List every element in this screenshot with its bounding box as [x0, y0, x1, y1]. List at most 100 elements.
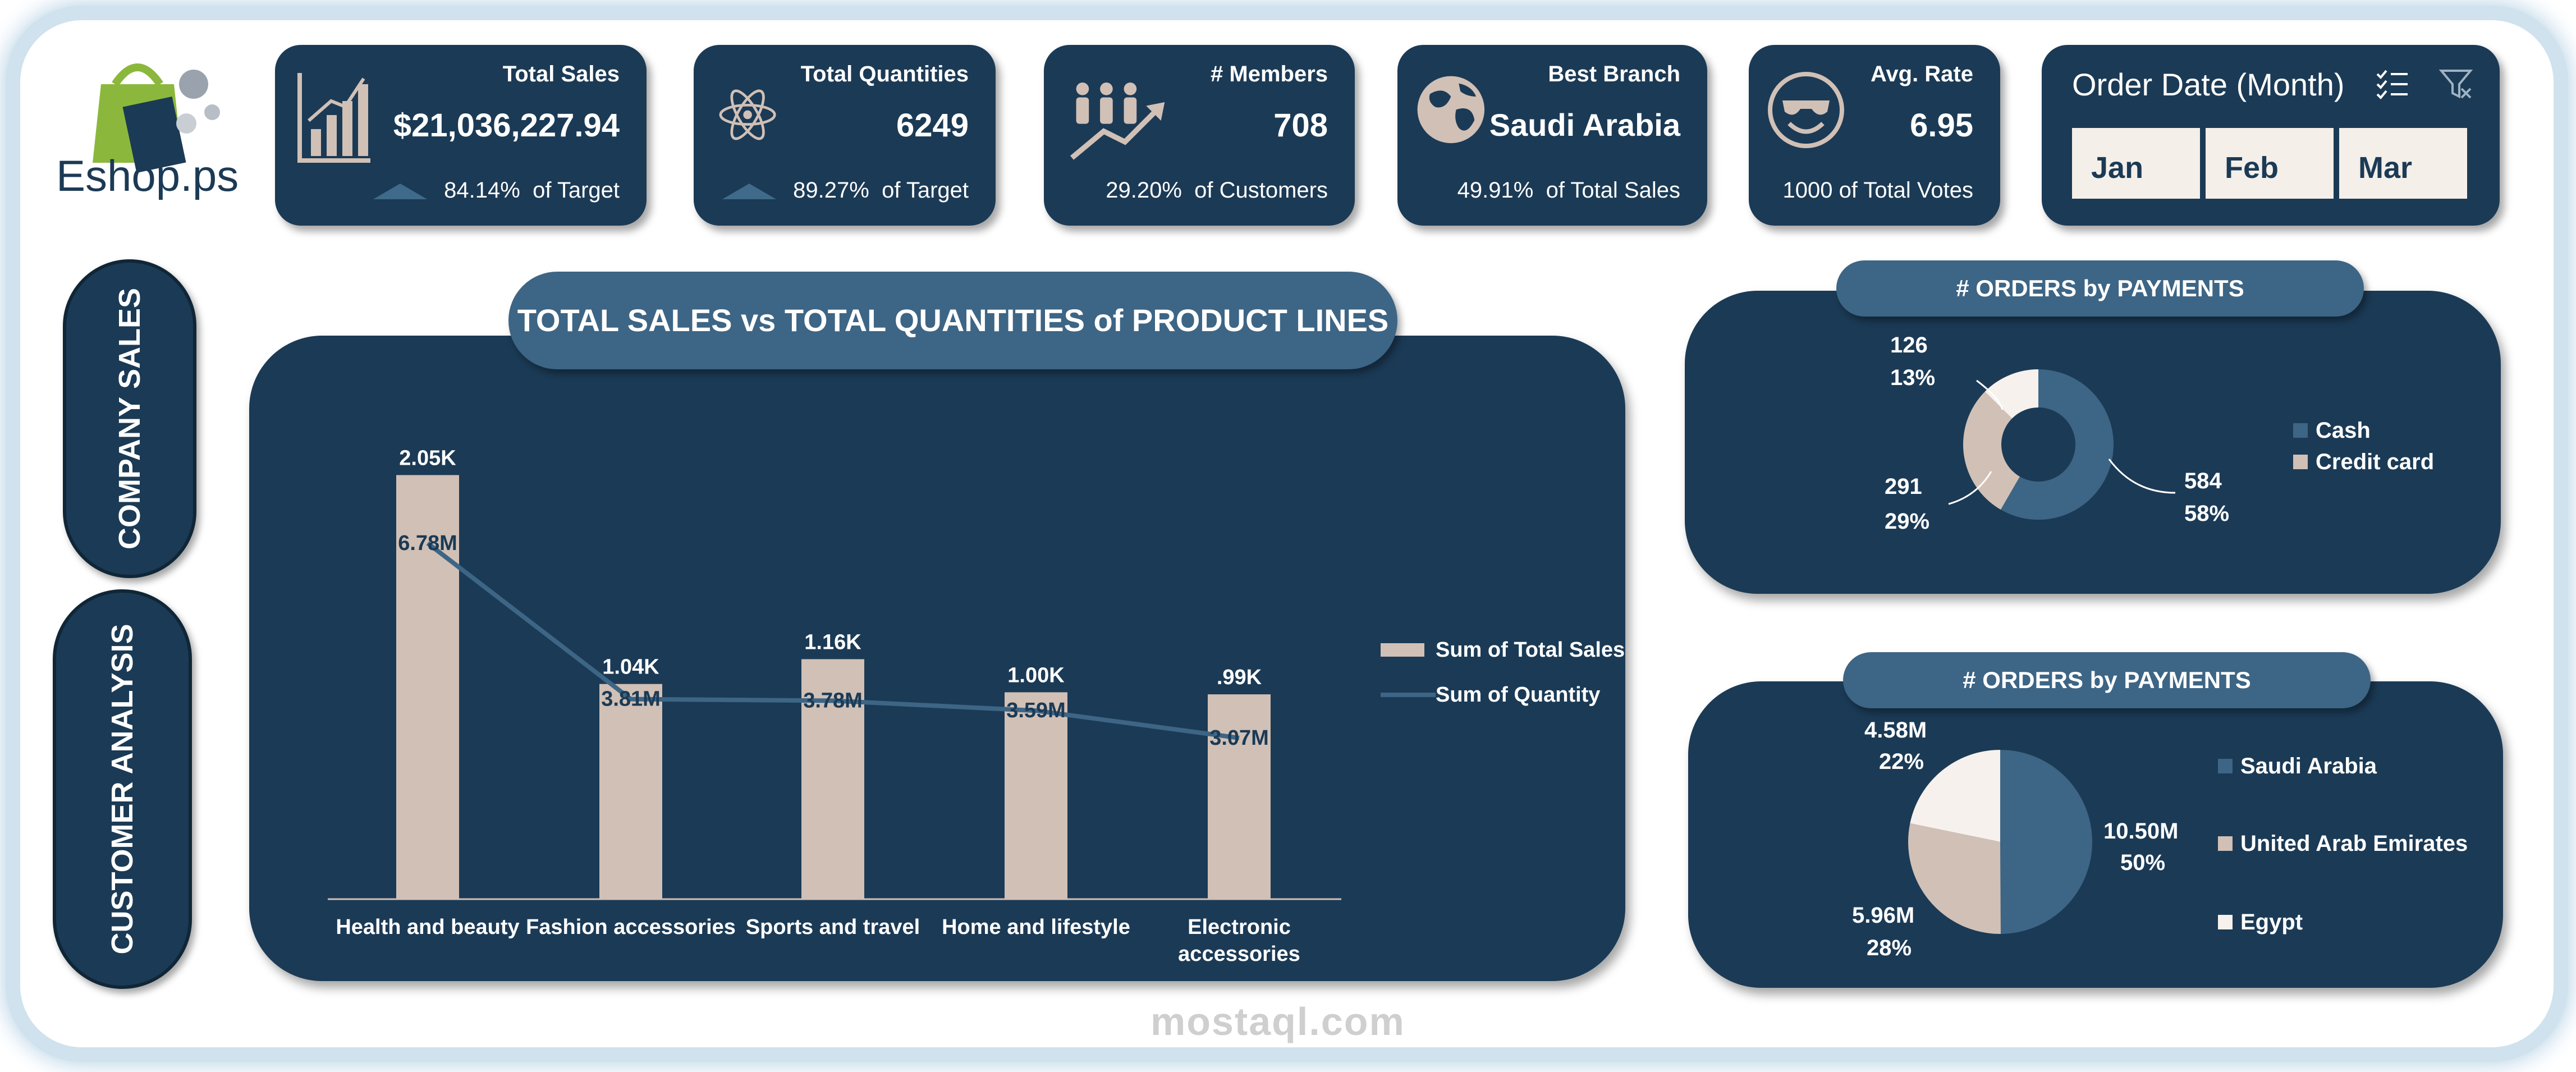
bar-total-sales — [599, 684, 662, 899]
globe-icon — [1417, 76, 1485, 144]
up-triangle-icon — [722, 184, 777, 200]
x-tick-label: Home and lifestyle — [942, 915, 1130, 939]
bar-value-label: .99K — [1217, 666, 1262, 689]
multi-select-icon[interactable] — [2375, 68, 2409, 100]
legend-label-credit-card: Credit card — [2316, 450, 2434, 474]
tab-label: COMPANY SALES — [113, 287, 146, 550]
bar-value-label: 2.05K — [399, 446, 456, 470]
order-date-slicer: Order Date (Month) Jan Feb Mar — [2042, 45, 2500, 226]
legend-label-sales: Sum of Total Sales — [1436, 638, 1625, 662]
kpi-title: # Members — [1211, 62, 1328, 86]
legend-swatch-sales — [1381, 643, 1424, 657]
series-line-quantity — [426, 541, 1240, 740]
pie-slice — [1908, 823, 2001, 934]
sunglasses-smiley-icon — [1768, 72, 1844, 148]
month-mar-button[interactable]: Mar — [2339, 128, 2467, 199]
kpi-sub: 49.91% of Total Sales — [1457, 178, 1680, 203]
legend-swatch-saudi-arabia — [2218, 759, 2233, 773]
up-triangle-icon — [373, 184, 428, 200]
branch-orders-panel — [1688, 681, 2503, 988]
leader-line — [2108, 459, 2176, 494]
eshop-logo-icon — [93, 63, 220, 173]
branch-pie-chart: 10.50M 50% 5.96M 28% 4.58M 22% Saudi Ara… — [1852, 718, 2468, 960]
kpi-sub: 89.27% of Target — [722, 178, 969, 203]
tab-customer-analysis[interactable]: CUSTOMER ANALYSIS — [53, 589, 192, 989]
line-value-label: 6.78M — [398, 532, 457, 555]
month-feb-button[interactable]: Feb — [2206, 128, 2334, 199]
x-tick-label: Health and beauty — [336, 915, 519, 939]
kpi-value: 708 — [1273, 107, 1328, 144]
x-tick-label: Sports and travel — [746, 915, 920, 939]
data-label: 29% — [1885, 509, 1929, 534]
data-label: 58% — [2184, 501, 2229, 526]
kpi-avg-rate: Avg. Rate 6.95 1000 of Total Votes — [1749, 45, 2000, 226]
product-lines-chart: 2.05K 6.78M Health and beauty 1.04K 3.81M Fas… — [328, 446, 1625, 966]
x-tick-label: Electronic — [1188, 915, 1291, 939]
data-label: 126 — [1890, 333, 1928, 358]
kpi-members: # Members 708 29.20% of Customers — [1044, 45, 1355, 226]
data-label: 50% — [2120, 850, 2165, 875]
donut-slice — [1963, 391, 2020, 510]
data-label: 13% — [1890, 365, 1935, 390]
data-label: 291 — [1885, 474, 1922, 499]
main-legend: Sum of Total Sales Sum of Quantity — [1381, 638, 1625, 707]
data-label: 5.96M — [1852, 903, 1914, 928]
data-label: 584 — [2184, 469, 2222, 493]
pie-slice — [2000, 750, 2092, 934]
kpi-total-quantities: Total Quantities 6249 89.27% of Target — [694, 45, 996, 226]
kpi-value: 6249 — [896, 107, 969, 144]
kpi-title: Best Branch — [1548, 62, 1680, 86]
kpi-value: Saudi Arabia — [1489, 107, 1680, 143]
kpi-value: 6.95 — [1910, 107, 1973, 144]
kpi-total-sales: Total Sales $21,036,227.94 84.14% of Tar… — [275, 45, 647, 226]
data-label: 28% — [1867, 936, 1912, 960]
donut-slice — [1984, 369, 2038, 419]
data-label: 22% — [1879, 749, 1924, 774]
bar-total-sales — [1208, 694, 1271, 899]
kpi-title: Avg. Rate — [1870, 62, 1973, 86]
legend-label-uae: United Arab Emirates — [2240, 831, 2468, 856]
kpi-value: $21,036,227.94 — [393, 107, 620, 144]
bar-value-label: 1.00K — [1007, 663, 1065, 687]
brand-name: Eshop.ps — [56, 151, 239, 200]
tab-label: CUSTOMER ANALYSIS — [106, 624, 139, 955]
legend-swatch-egypt — [2218, 915, 2233, 929]
atom-icon — [719, 89, 776, 140]
bar-chart-growth-icon — [297, 73, 370, 163]
line-value-label: 3.78M — [803, 689, 863, 712]
legend-swatch-credit-card — [2293, 455, 2308, 469]
line-value-label: 3.59M — [1006, 699, 1066, 722]
legend-label-egypt: Egypt — [2240, 910, 2303, 934]
slicer-title: Order Date (Month) — [2072, 67, 2345, 102]
data-label: 10.50M — [2103, 819, 2178, 844]
legend-label-cash: Cash — [2316, 418, 2371, 443]
legend-swatch-cash — [2293, 423, 2308, 438]
people-growth-icon — [1070, 83, 1165, 160]
bar-value-label: 1.16K — [804, 630, 861, 654]
pie-slice — [1910, 750, 2000, 842]
clear-filter-icon[interactable] — [2439, 68, 2473, 100]
legend-swatch-uae — [2218, 836, 2233, 851]
slicer-icons — [2375, 68, 2473, 103]
x-tick-label: accessories — [1178, 942, 1300, 966]
kpi-best-branch: Best Branch Saudi Arabia 49.91% of Total… — [1397, 45, 1707, 226]
kpi-title: Total Quantities — [800, 62, 969, 86]
month-jan-button[interactable]: Jan — [2072, 128, 2200, 199]
legend-swatch-quantity — [1381, 693, 1436, 697]
bar-value-label: 1.04K — [602, 656, 659, 679]
legend-label-quantity: Sum of Quantity — [1436, 683, 1600, 707]
line-value-label: 3.07M — [1209, 726, 1269, 750]
branch-chart-title: # ORDERS by PAYMENTS — [1843, 652, 2371, 708]
watermark-text: mostaql.com — [1151, 1000, 1405, 1043]
leader-line — [1976, 379, 2004, 410]
leader-line — [1948, 471, 1992, 505]
data-label: 4.58M — [1864, 718, 1927, 743]
donut-slice — [2000, 369, 2114, 520]
tab-company-sales[interactable]: COMPANY SALES — [63, 259, 196, 578]
legend-label-saudi-arabia: Saudi Arabia — [2240, 754, 2377, 778]
kpi-sub: 29.20% of Customers — [1106, 178, 1328, 203]
payments-donut-chart: 584 58% 291 29% 126 13% Cash Credit card — [1885, 333, 2434, 534]
kpi-sub: 1000 of Total Votes — [1782, 178, 1973, 203]
product-lines-panel — [249, 336, 1625, 981]
bar-total-sales — [1005, 692, 1067, 899]
